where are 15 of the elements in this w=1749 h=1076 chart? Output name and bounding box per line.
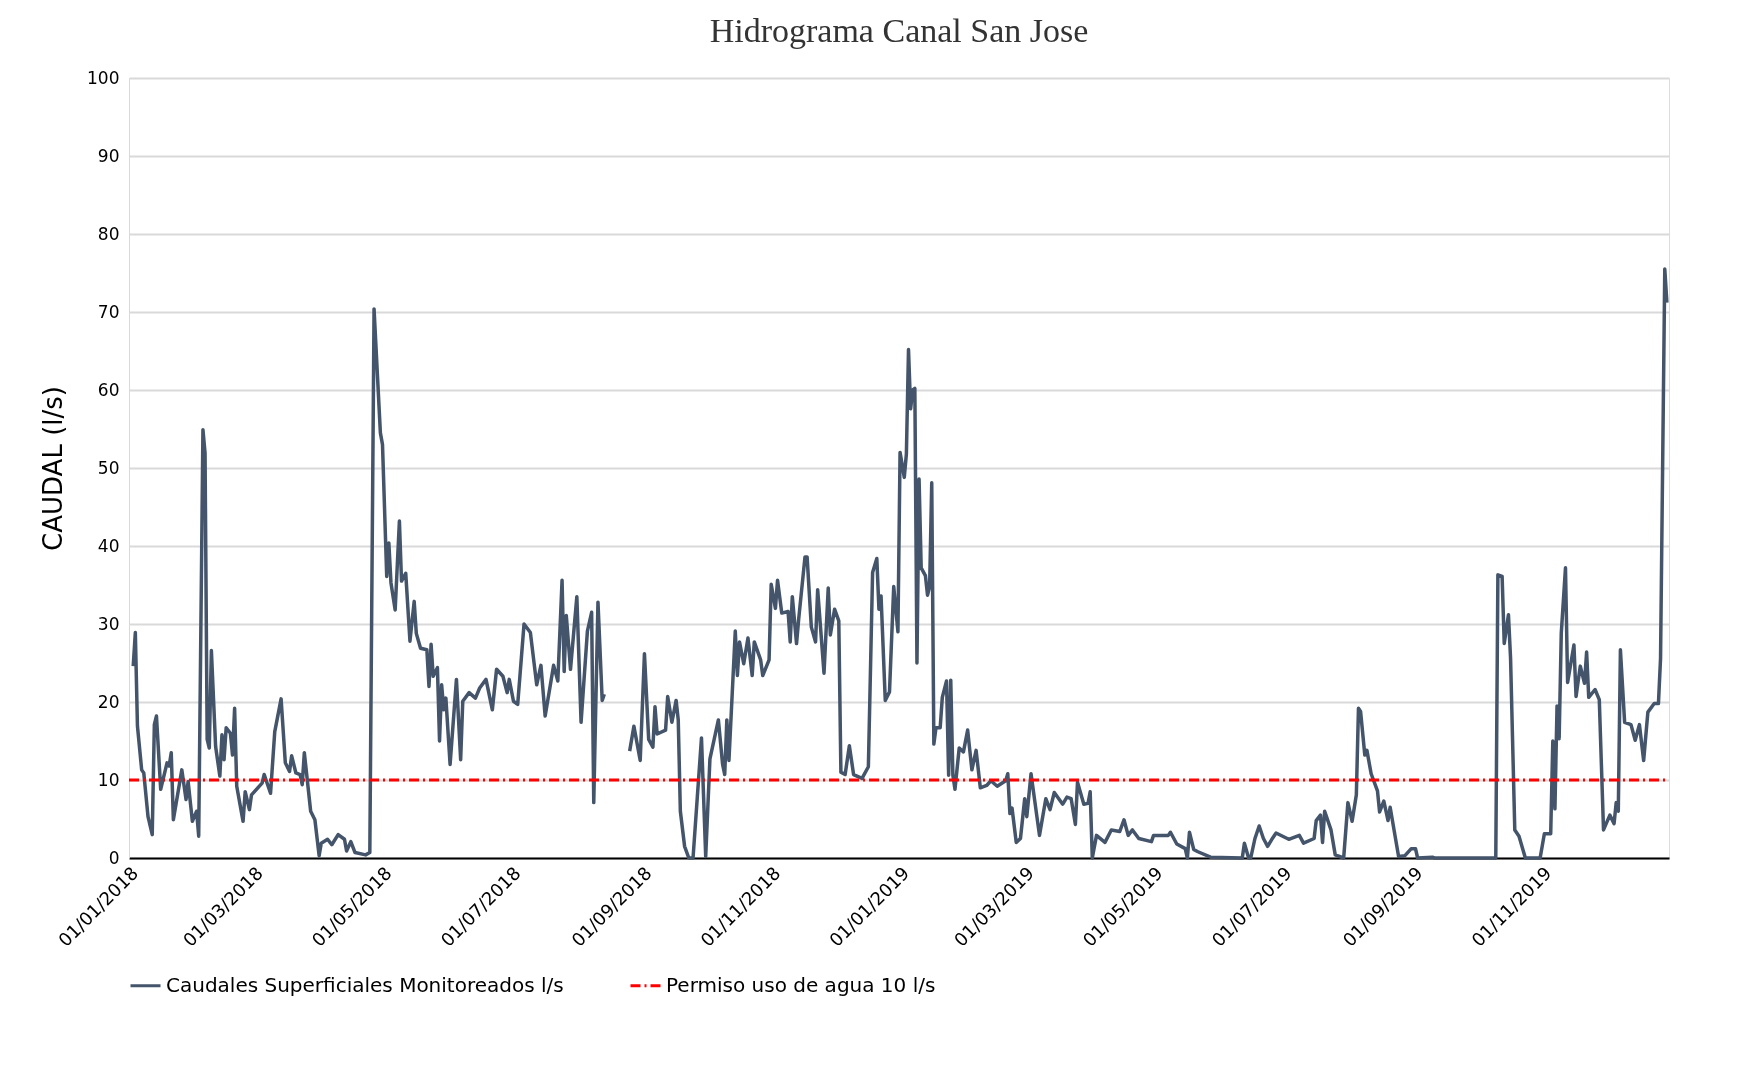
- y-tick-label: 20: [97, 691, 120, 712]
- y-tick-label: 90: [97, 145, 120, 166]
- y-tick-label: 100: [87, 67, 120, 88]
- y-tick-label: 50: [97, 457, 120, 478]
- y-tick-label: 10: [97, 769, 120, 790]
- legend-label: Permiso uso de agua 10 l/s: [666, 972, 936, 997]
- y-tick-label: 0: [108, 847, 120, 868]
- y-tick-label: 30: [97, 613, 120, 634]
- chart-title: Hidrograma Canal San Jose: [709, 12, 1089, 49]
- y-tick-label: 40: [97, 535, 120, 556]
- y-tick-label: 70: [97, 301, 120, 322]
- y-tick-label: 60: [97, 379, 120, 400]
- y-axis-title: CAUDAL (l/s): [38, 386, 69, 551]
- y-tick-label: 80: [97, 223, 120, 244]
- legend-label: Caudales Superficiales Monitoreados l/s: [166, 972, 564, 997]
